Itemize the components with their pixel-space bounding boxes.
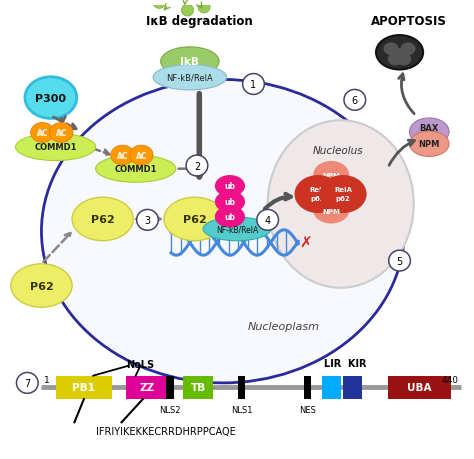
FancyBboxPatch shape bbox=[304, 376, 311, 399]
Circle shape bbox=[186, 156, 208, 177]
Text: 7: 7 bbox=[24, 378, 30, 388]
Text: TB: TB bbox=[191, 383, 206, 392]
Text: AC: AC bbox=[55, 129, 67, 138]
Text: ZZ: ZZ bbox=[140, 383, 155, 392]
Text: 440: 440 bbox=[441, 375, 458, 384]
Text: AC: AC bbox=[136, 151, 147, 160]
Ellipse shape bbox=[294, 176, 342, 213]
Text: 1: 1 bbox=[44, 375, 50, 384]
Ellipse shape bbox=[313, 199, 349, 224]
Ellipse shape bbox=[215, 207, 245, 228]
Text: NPM: NPM bbox=[322, 172, 340, 178]
Text: IFRIYIKEKKECRRDHRPPCAQE: IFRIYIKEKKECRRDHRPPCAQE bbox=[96, 426, 236, 437]
Text: APOPTOSIS: APOPTOSIS bbox=[371, 15, 447, 28]
Text: RelA: RelA bbox=[309, 187, 327, 193]
Text: NoLS: NoLS bbox=[127, 359, 155, 369]
Text: p62: p62 bbox=[336, 195, 350, 201]
Ellipse shape bbox=[392, 49, 407, 62]
Text: IkB: IkB bbox=[181, 57, 199, 67]
Ellipse shape bbox=[31, 123, 54, 143]
Text: COMMD1: COMMD1 bbox=[114, 165, 157, 174]
Circle shape bbox=[257, 210, 278, 231]
Ellipse shape bbox=[153, 65, 227, 91]
FancyBboxPatch shape bbox=[343, 376, 362, 399]
FancyBboxPatch shape bbox=[166, 376, 174, 399]
Circle shape bbox=[137, 210, 158, 231]
Circle shape bbox=[182, 5, 194, 17]
Circle shape bbox=[170, 0, 182, 3]
Text: 4: 4 bbox=[264, 215, 271, 225]
Ellipse shape bbox=[215, 176, 245, 197]
Ellipse shape bbox=[129, 146, 153, 166]
Ellipse shape bbox=[383, 43, 399, 56]
Text: P62: P62 bbox=[182, 214, 207, 224]
Text: NPM: NPM bbox=[322, 208, 340, 214]
Ellipse shape bbox=[72, 198, 133, 241]
Text: P62: P62 bbox=[29, 281, 53, 291]
FancyBboxPatch shape bbox=[55, 376, 112, 399]
Ellipse shape bbox=[25, 78, 77, 119]
Text: 6: 6 bbox=[352, 95, 358, 106]
Ellipse shape bbox=[410, 119, 449, 146]
Text: ub: ub bbox=[224, 213, 236, 222]
Ellipse shape bbox=[319, 176, 366, 213]
Text: ub: ub bbox=[224, 198, 236, 207]
Text: ✗: ✗ bbox=[299, 235, 312, 251]
Text: P62: P62 bbox=[91, 214, 115, 224]
Ellipse shape bbox=[215, 191, 245, 213]
FancyBboxPatch shape bbox=[183, 376, 213, 399]
Ellipse shape bbox=[49, 123, 73, 143]
Ellipse shape bbox=[268, 121, 414, 288]
Text: LIR  KIR: LIR KIR bbox=[324, 358, 366, 368]
Text: NF-kB/RelA: NF-kB/RelA bbox=[166, 73, 213, 83]
Ellipse shape bbox=[388, 54, 403, 66]
Text: NF-kB/RelA: NF-kB/RelA bbox=[216, 225, 258, 234]
Circle shape bbox=[198, 2, 210, 14]
Ellipse shape bbox=[313, 162, 349, 189]
Ellipse shape bbox=[203, 218, 271, 241]
Text: Nucleoplasm: Nucleoplasm bbox=[248, 322, 320, 331]
Text: NES: NES bbox=[299, 405, 316, 414]
Ellipse shape bbox=[11, 264, 72, 308]
Text: COMMD1: COMMD1 bbox=[34, 143, 77, 152]
Text: Nucleolus: Nucleolus bbox=[313, 146, 364, 155]
Ellipse shape bbox=[164, 198, 225, 241]
Ellipse shape bbox=[111, 146, 134, 166]
Ellipse shape bbox=[376, 36, 423, 70]
Circle shape bbox=[344, 90, 365, 111]
Text: 3: 3 bbox=[145, 215, 151, 225]
Circle shape bbox=[153, 0, 165, 9]
Text: P300: P300 bbox=[36, 93, 66, 103]
Text: p62: p62 bbox=[311, 195, 325, 201]
Text: RelA: RelA bbox=[334, 187, 352, 193]
Text: PB1: PB1 bbox=[73, 383, 95, 392]
FancyBboxPatch shape bbox=[238, 376, 246, 399]
Text: NLS1: NLS1 bbox=[231, 405, 253, 414]
Circle shape bbox=[17, 373, 38, 393]
Circle shape bbox=[243, 74, 264, 95]
Circle shape bbox=[186, 0, 198, 5]
FancyBboxPatch shape bbox=[388, 376, 451, 399]
Text: 5: 5 bbox=[396, 256, 403, 266]
Ellipse shape bbox=[410, 132, 449, 157]
Text: 1: 1 bbox=[250, 80, 256, 90]
Text: AC: AC bbox=[36, 129, 48, 138]
Text: BAX: BAX bbox=[419, 123, 439, 132]
Ellipse shape bbox=[41, 80, 404, 383]
FancyBboxPatch shape bbox=[126, 376, 169, 399]
Ellipse shape bbox=[401, 43, 416, 56]
FancyBboxPatch shape bbox=[322, 376, 341, 399]
Ellipse shape bbox=[96, 156, 176, 183]
Text: AC: AC bbox=[117, 151, 128, 160]
Text: NPM: NPM bbox=[419, 140, 440, 149]
Circle shape bbox=[389, 251, 410, 271]
Text: UBA: UBA bbox=[407, 383, 432, 392]
Ellipse shape bbox=[396, 54, 411, 66]
Ellipse shape bbox=[161, 48, 219, 77]
Text: NLS2: NLS2 bbox=[159, 405, 181, 414]
Text: 2: 2 bbox=[194, 161, 200, 171]
Text: IκB degradation: IκB degradation bbox=[146, 15, 253, 28]
Text: ub: ub bbox=[224, 182, 236, 191]
Ellipse shape bbox=[16, 134, 96, 161]
